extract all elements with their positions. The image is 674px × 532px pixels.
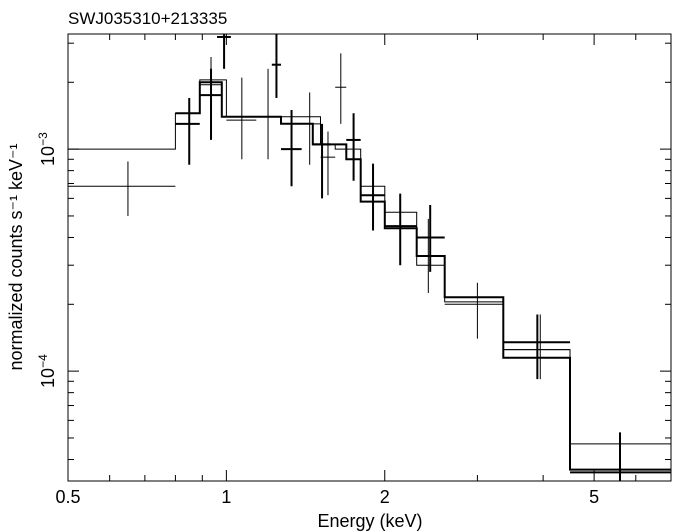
data-point bbox=[570, 432, 671, 481]
data-point bbox=[199, 68, 222, 140]
data-point bbox=[335, 53, 347, 124]
data-point bbox=[360, 163, 385, 231]
data-point bbox=[444, 282, 504, 339]
data-point bbox=[271, 34, 281, 98]
data-point bbox=[226, 77, 257, 160]
data-point bbox=[312, 123, 331, 199]
model-step-line-1 bbox=[68, 79, 671, 445]
data-point bbox=[175, 97, 200, 165]
x-tick-label: 5 bbox=[589, 487, 599, 507]
data-point bbox=[416, 205, 445, 272]
y-tick-label-exponent: −3 bbox=[36, 132, 50, 146]
data-point bbox=[68, 161, 176, 216]
x-axis-ticks: 0.5 1 2 5 bbox=[55, 34, 672, 507]
data-point bbox=[280, 110, 302, 187]
y-tick-label: 10−3 bbox=[36, 132, 58, 166]
data-point bbox=[416, 218, 442, 293]
x-tick-label: 1 bbox=[221, 487, 231, 507]
x-tick-label: 0.5 bbox=[55, 487, 80, 507]
plot-frame bbox=[67, 33, 672, 482]
data-point bbox=[346, 113, 361, 181]
data-point bbox=[256, 68, 280, 160]
data-point bbox=[217, 34, 231, 69]
data-point bbox=[384, 193, 417, 266]
y-axis-ticks: 10−310−4 bbox=[36, 42, 671, 460]
y-axis-label: normalized counts s⁻¹ keV⁻¹ bbox=[6, 143, 26, 370]
x-axis-label: Energy (keV) bbox=[317, 511, 422, 531]
y-tick-label-base: 10 bbox=[38, 368, 58, 388]
data-point bbox=[298, 92, 321, 165]
data-point bbox=[503, 314, 571, 380]
model-step-line-2 bbox=[175, 81, 671, 471]
x-tick-label: 2 bbox=[380, 487, 390, 507]
y-tick-label-base: 10 bbox=[38, 146, 58, 166]
y-tick-label-exponent: −4 bbox=[36, 354, 50, 368]
plot-marks bbox=[68, 34, 671, 481]
y-tick-label: 10−4 bbox=[36, 354, 58, 388]
chart-title: SWJ035310+213335 bbox=[68, 9, 227, 28]
